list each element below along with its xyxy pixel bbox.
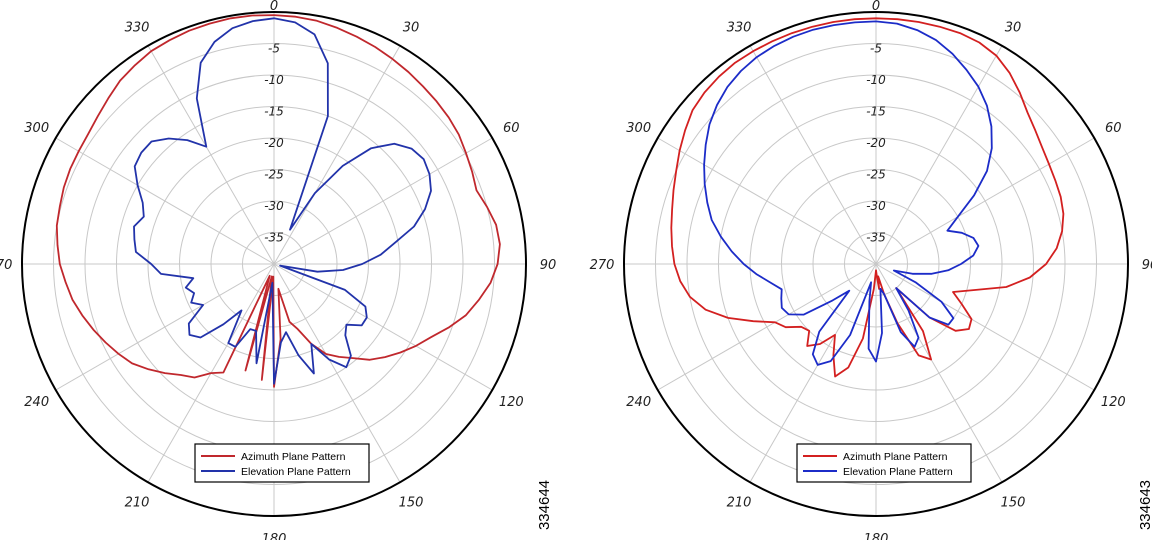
outer-ring [21,11,527,517]
ring-tick-label: -20 [866,136,886,150]
outer-ring [623,11,1129,517]
angle-tick-label: 300 [24,121,49,136]
legend: Azimuth Plane Pattern Elevation Plane Pat… [796,443,972,483]
polar-grid [22,12,526,516]
grid-spoke [875,263,1095,391]
angle-tick-label: 90 [540,258,557,273]
grid-spoke [55,263,275,391]
ring-tick-label: -5 [870,42,882,56]
elevation-pattern-line [703,20,993,366]
grid-spoke [55,137,275,265]
azimuth-pattern-line [670,17,1065,378]
angle-tick-label: 30 [1005,21,1022,36]
angle-tick-label: 90 [1142,258,1152,273]
grid-spoke [657,263,877,391]
angle-tick-label: 330 [125,21,150,36]
grid-spoke [147,45,275,265]
angle-tick-label: 210 [727,495,752,510]
legend-entry: Elevation Plane Pattern [843,466,953,478]
ring-tick-label: -30 [264,199,284,213]
angle-tick-label: 330 [727,21,752,36]
angle-tick-label: 0 [270,0,278,14]
grid-spoke [657,137,877,265]
legend-entry: Azimuth Plane Pattern [241,451,346,463]
polar-grid [624,12,1128,516]
polar-chart-1: -5 -10 -15 -20 -25 -30 -35 0 30 60 90 120 150 180 210 2… [590,0,1152,540]
angle-tick-label: 270 [0,258,12,273]
grid-spoke [875,137,1095,265]
figure-id: 334643 [1137,480,1152,530]
grid-spoke [749,263,877,483]
angle-tick-label: 180 [262,532,287,540]
angle-tick-label: 120 [499,395,524,410]
grid-spoke [273,45,401,265]
angle-tick-label: 120 [1101,395,1126,410]
grid-spoke [875,263,1003,483]
elevation-pattern-line [133,17,432,385]
ring-tick-label: -35 [866,231,886,245]
angle-tick-label: 270 [590,258,615,273]
legend-box [796,443,972,483]
grid-spoke [273,137,493,265]
ring-tick-label: -15 [866,105,886,119]
ring-tick-label: -30 [866,199,886,213]
legend-box [194,443,370,483]
ring-tick-label: -15 [264,105,284,119]
ring-tick-label: -25 [264,168,284,182]
angle-tick-label: 150 [1001,495,1026,510]
grid-spoke [273,263,401,483]
angle-tick-label: 180 [864,532,889,540]
figure-id: 334644 [536,480,553,530]
angle-tick-label: 30 [403,21,420,36]
legend-entry: Elevation Plane Pattern [241,466,351,478]
ring-tick-label: -20 [264,136,284,150]
angle-tick-label: 240 [24,395,49,410]
ring-tick-label: -25 [866,168,886,182]
angle-tick-label: 240 [626,395,651,410]
grid-spoke [875,45,1003,265]
ring-tick-label: -5 [268,42,280,56]
grid-spoke [273,263,493,391]
angle-tick-label: 0 [872,0,880,14]
legend: Azimuth Plane Pattern Elevation Plane Pat… [194,443,370,483]
angle-tick-label: 300 [626,121,651,136]
angle-tick-label: 210 [125,495,150,510]
ring-tick-label: -10 [264,73,284,87]
ring-tick-label: -35 [264,231,284,245]
angle-tick-label: 60 [503,121,520,136]
angle-tick-label: 150 [399,495,424,510]
ring-tick-label: -10 [866,73,886,87]
polar-chart-0: -5 -10 -15 -20 -25 -30 -35 0 30 60 90 120 150 180 210 2… [0,0,556,540]
legend-entry: Azimuth Plane Pattern [843,451,948,463]
grid-spoke [749,45,877,265]
angle-tick-label: 60 [1105,121,1122,136]
